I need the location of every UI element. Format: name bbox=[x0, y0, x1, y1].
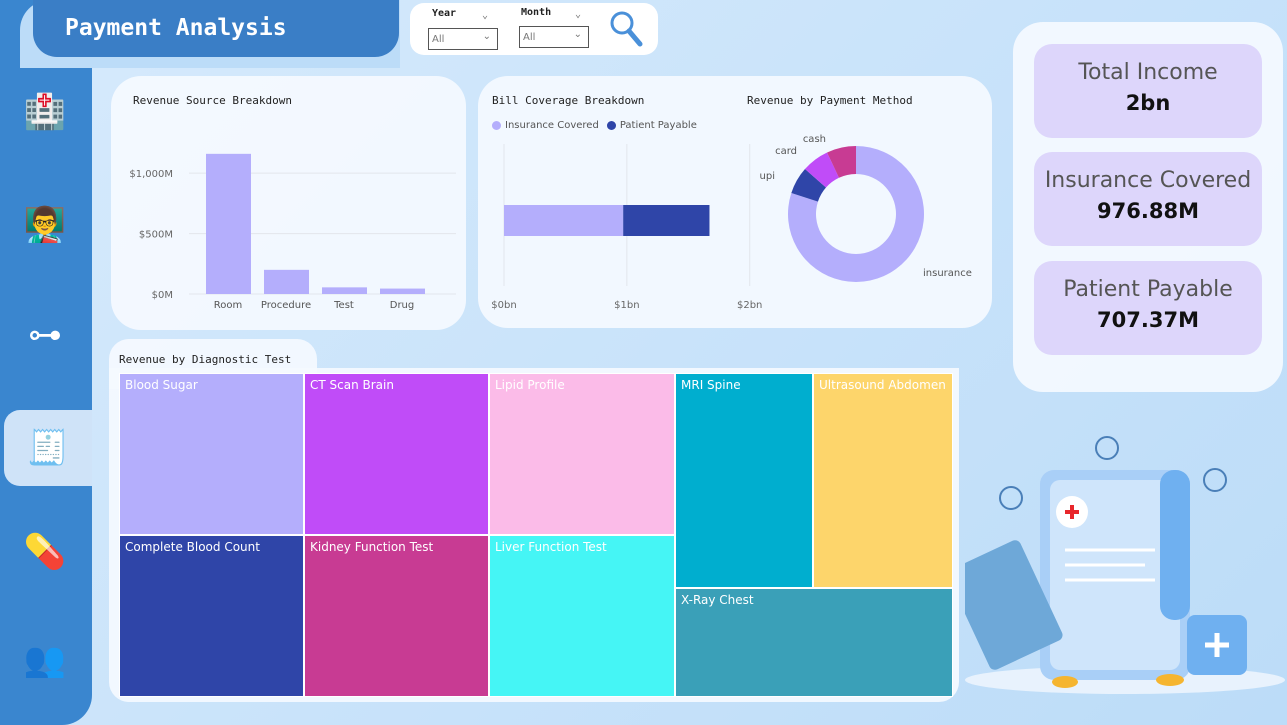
y-tick-label: $1,000M bbox=[129, 169, 173, 180]
x-tick-label: Drug bbox=[390, 300, 415, 311]
treemap-tile[interactable]: CT Scan Brain bbox=[304, 373, 489, 535]
slice-label: cash bbox=[803, 134, 826, 145]
slice-label: upi bbox=[760, 171, 775, 182]
search-icon[interactable] bbox=[608, 9, 644, 49]
chart-title: Revenue by Diagnostic Test bbox=[119, 353, 292, 366]
nav-hospital-icon[interactable]: 🏥 bbox=[23, 92, 67, 132]
treemap-tile[interactable]: Blood Sugar bbox=[119, 373, 304, 535]
slice-label: card bbox=[775, 146, 797, 157]
year-label: Year ⌄ bbox=[432, 8, 488, 21]
treemap-tile[interactable]: MRI Spine bbox=[675, 373, 813, 588]
x-tick-label: $2bn bbox=[737, 300, 762, 311]
nav-invoice-icon[interactable]: 🧾 bbox=[4, 410, 92, 486]
filter-panel: Year ⌄ All ⌄ Month ⌄ All ⌄ bbox=[410, 3, 658, 55]
kpi-patient-payable: Patient Payable 707.37M bbox=[1034, 261, 1262, 355]
chart-title: Bill Coverage Breakdown bbox=[492, 94, 645, 107]
month-dropdown[interactable]: All ⌄ bbox=[519, 26, 589, 48]
coverage-card: Bill Coverage Breakdown Revenue by Payme… bbox=[478, 76, 992, 328]
treemap-tile[interactable]: Kidney Function Test bbox=[304, 535, 489, 697]
medical-bill-illustration bbox=[965, 436, 1285, 694]
bar bbox=[380, 288, 425, 294]
donut-slice bbox=[791, 169, 826, 202]
donut-slice bbox=[827, 146, 856, 178]
treemap-tile[interactable]: Complete Blood Count bbox=[119, 535, 304, 697]
kpi-total-income: Total Income 2bn bbox=[1034, 44, 1262, 138]
donut-slice bbox=[804, 152, 839, 188]
bar bbox=[206, 153, 251, 294]
treemap-tile[interactable]: Liver Function Test bbox=[489, 535, 675, 697]
nav-medicine-chart-icon[interactable]: 💊 bbox=[23, 532, 67, 572]
legend-item: Insurance Covered bbox=[505, 120, 599, 131]
chart-title: Revenue by Payment Method bbox=[747, 94, 913, 107]
y-tick-label: $500M bbox=[139, 230, 173, 241]
month-label: Month ⌄ bbox=[521, 7, 581, 20]
page-title: Payment Analysis bbox=[33, 0, 399, 57]
bar bbox=[322, 287, 367, 294]
x-tick-label: $1bn bbox=[614, 300, 639, 311]
nav-doctor-presentation-icon[interactable]: 👨‍🏫 bbox=[23, 205, 67, 245]
year-dropdown[interactable]: All ⌄ bbox=[428, 28, 498, 50]
treemap-tile[interactable]: Ultrasound Abdomen bbox=[813, 373, 953, 588]
legend: Insurance Covered Patient Payable bbox=[492, 120, 697, 131]
x-tick-label: $0bn bbox=[491, 300, 516, 311]
x-tick-label: Test bbox=[333, 300, 354, 311]
nav-org-chart-icon[interactable]: ⊶ bbox=[28, 315, 62, 355]
revenue-source-card: Revenue Source Breakdown $0M $500M $1,000M… bbox=[111, 76, 466, 330]
bar-segment bbox=[504, 205, 624, 236]
x-tick-label: Procedure bbox=[261, 300, 311, 311]
y-tick-label: $0M bbox=[152, 290, 173, 301]
bar-segment bbox=[623, 205, 710, 236]
bill-coverage-chart: $0bn $1bn $2bn insurance upi card cash bbox=[491, 134, 972, 311]
nav-medical-staff-icon[interactable]: 👥 bbox=[23, 640, 67, 680]
slice-label: insurance bbox=[923, 268, 972, 279]
chart-title: Revenue Source Breakdown bbox=[133, 94, 292, 107]
x-tick-label: Room bbox=[214, 300, 242, 311]
treemap-tile[interactable]: X-Ray Chest bbox=[675, 588, 953, 697]
treemap-tile[interactable]: Lipid Profile bbox=[489, 373, 675, 535]
legend-item: Patient Payable bbox=[619, 120, 697, 131]
kpi-insurance-covered: Insurance Covered 976.88M bbox=[1034, 152, 1262, 246]
donut-slice bbox=[788, 146, 924, 282]
bar bbox=[264, 269, 309, 294]
revenue-source-chart: $0M $500M $1,000M Room Procedure Test Drug bbox=[129, 153, 456, 311]
